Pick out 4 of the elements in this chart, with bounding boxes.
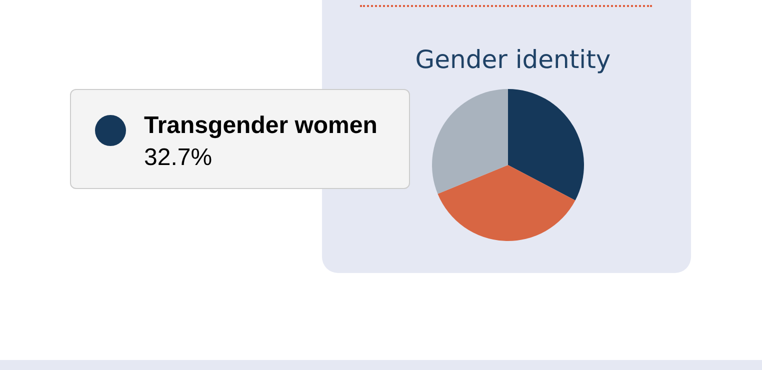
chart-title: Gender identity bbox=[415, 45, 611, 74]
legend-label: Transgender women bbox=[144, 112, 378, 140]
data-label: 32.7% bbox=[144, 144, 212, 172]
tooltip-box: Transgender women 32.7% bbox=[70, 89, 410, 189]
